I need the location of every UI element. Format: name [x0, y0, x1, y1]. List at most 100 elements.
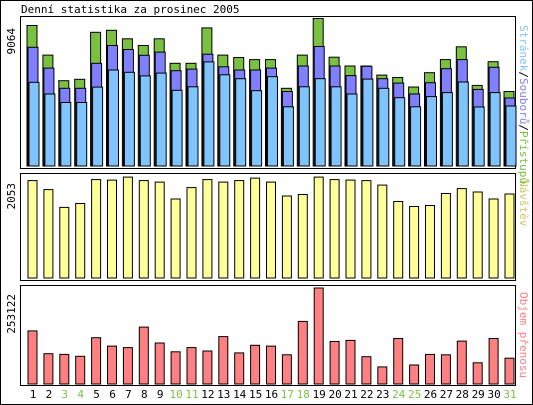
bar-pages-day-7	[123, 71, 135, 167]
x-tick-label-day-4: 4	[77, 388, 84, 401]
bar-pages-day-18	[298, 86, 310, 167]
bar-visits-day-21	[345, 179, 356, 279]
bar-visits-day-1	[27, 180, 38, 279]
bar-pages-day-1	[28, 81, 40, 167]
x-tick-label-day-5: 5	[93, 388, 100, 401]
bar-visits-day-17	[281, 195, 292, 279]
bar-visits-day-7	[122, 176, 133, 279]
bar-kbytes-day-30	[488, 338, 499, 385]
bar-kbytes-day-11	[186, 347, 197, 385]
x-tick-label-day-14: 14	[233, 388, 247, 401]
bars-top-group	[26, 18, 517, 167]
x-axis-labels: 1 2 3 4 5 6 7 8 9 10 11 12 13 14 15 16 17 18 19 20 21 22 23 24 2…	[30, 388, 517, 401]
legend-pages: Stránek	[517, 25, 530, 72]
ymax-label-top: 9064	[5, 28, 18, 55]
bar-pages-day-22	[362, 78, 374, 167]
bar-visits-day-31	[504, 193, 515, 279]
bar-kbytes-day-10	[170, 351, 181, 385]
bar-visits-day-3	[59, 206, 70, 279]
bar-pages-day-5	[92, 86, 104, 167]
bar-kbytes-day-5	[91, 337, 102, 385]
bar-pages-day-25	[410, 106, 422, 167]
bar-kbytes-day-12	[202, 350, 213, 385]
chart-title: Denní statistika za prosinec 2005	[21, 3, 240, 16]
bar-kbytes-day-23	[377, 366, 388, 385]
bar-kbytes-day-6	[107, 345, 117, 385]
bar-kbytes-day-19	[313, 287, 324, 385]
legend-visits: Návštěv	[517, 180, 530, 227]
bar-kbytes-day-17	[281, 354, 292, 385]
legend-sep-1: /	[517, 71, 530, 78]
bar-pages-day-27	[441, 92, 453, 167]
bar-visits-day-29	[472, 191, 483, 279]
bar-visits-day-4	[75, 203, 86, 279]
bar-visits-day-24	[393, 201, 404, 279]
x-tick-label-day-12: 12	[201, 388, 214, 401]
bar-pages-day-12	[203, 61, 215, 167]
bar-visits-day-23	[377, 184, 388, 279]
legend-top: Stránek/Souborů/Přístupů	[517, 25, 530, 184]
bar-visits-day-16	[266, 181, 276, 279]
bar-kbytes-day-29	[472, 362, 483, 385]
bar-pages-day-11	[187, 86, 199, 167]
bar-pages-day-6	[108, 69, 119, 167]
x-tick-label-day-24: 24	[392, 388, 406, 401]
bar-kbytes-day-25	[409, 364, 420, 385]
bar-pages-day-28	[457, 81, 469, 167]
bar-pages-day-15	[251, 90, 263, 167]
x-tick-label-day-20: 20	[328, 388, 341, 401]
bar-pages-day-13	[219, 74, 231, 167]
bar-pages-day-16	[267, 76, 278, 167]
x-tick-label-day-25: 25	[408, 388, 421, 401]
bar-kbytes-day-24	[393, 338, 404, 385]
bar-kbytes-day-27	[440, 354, 451, 385]
bar-kbytes-day-15	[250, 344, 261, 385]
bar-visits-day-30	[488, 198, 499, 279]
x-tick-label-day-23: 23	[376, 388, 389, 401]
x-tick-label-day-13: 13	[217, 388, 230, 401]
x-tick-label-day-15: 15	[249, 388, 262, 401]
x-tick-label-day-31: 31	[503, 388, 516, 401]
bar-visits-day-20	[329, 179, 340, 279]
bar-visits-day-18	[297, 194, 308, 279]
x-tick-label-day-3: 3	[61, 388, 68, 401]
legend-kbytes: Objem přenosu	[517, 292, 530, 378]
x-tick-label-day-19: 19	[313, 388, 326, 401]
x-tick-label-day-2: 2	[46, 388, 53, 401]
bar-visits-day-27	[440, 193, 451, 279]
bar-pages-day-20	[330, 86, 342, 167]
bar-kbytes-day-20	[329, 341, 340, 385]
x-tick-label-day-16: 16	[265, 388, 278, 401]
bar-pages-day-31	[505, 105, 517, 167]
x-tick-label-day-11: 11	[185, 388, 198, 401]
bar-visits-day-8	[138, 180, 149, 279]
bar-kbytes-day-8	[138, 326, 149, 385]
bar-kbytes-day-2	[43, 353, 54, 385]
bar-visits-day-19	[313, 176, 324, 279]
bar-kbytes-day-16	[266, 345, 276, 385]
x-tick-label-day-6: 6	[109, 388, 116, 401]
legend-sep-2: /	[517, 124, 530, 131]
x-tick-label-day-7: 7	[125, 388, 132, 401]
x-tick-label-day-30: 30	[487, 388, 500, 401]
bar-visits-day-28	[456, 188, 467, 279]
bar-pages-day-30	[489, 92, 501, 167]
bar-pages-day-3	[60, 102, 72, 167]
bar-pages-day-9	[155, 72, 167, 167]
bar-kbytes-day-26	[425, 353, 435, 385]
bar-visits-day-13	[218, 181, 229, 279]
x-tick-label-day-28: 28	[456, 388, 469, 401]
bars-bot-group	[27, 287, 515, 385]
bar-visits-day-2	[43, 189, 54, 279]
bar-kbytes-day-3	[59, 353, 70, 385]
legend-files: Souborů	[517, 78, 530, 124]
x-tick-label-day-22: 22	[360, 388, 373, 401]
bar-visits-day-22	[361, 180, 372, 279]
x-tick-label-day-17: 17	[281, 388, 294, 401]
bar-pages-day-29	[473, 106, 485, 167]
bar-pages-day-17	[282, 106, 294, 167]
x-tick-label-day-18: 18	[297, 388, 310, 401]
bar-visits-day-26	[425, 205, 435, 279]
